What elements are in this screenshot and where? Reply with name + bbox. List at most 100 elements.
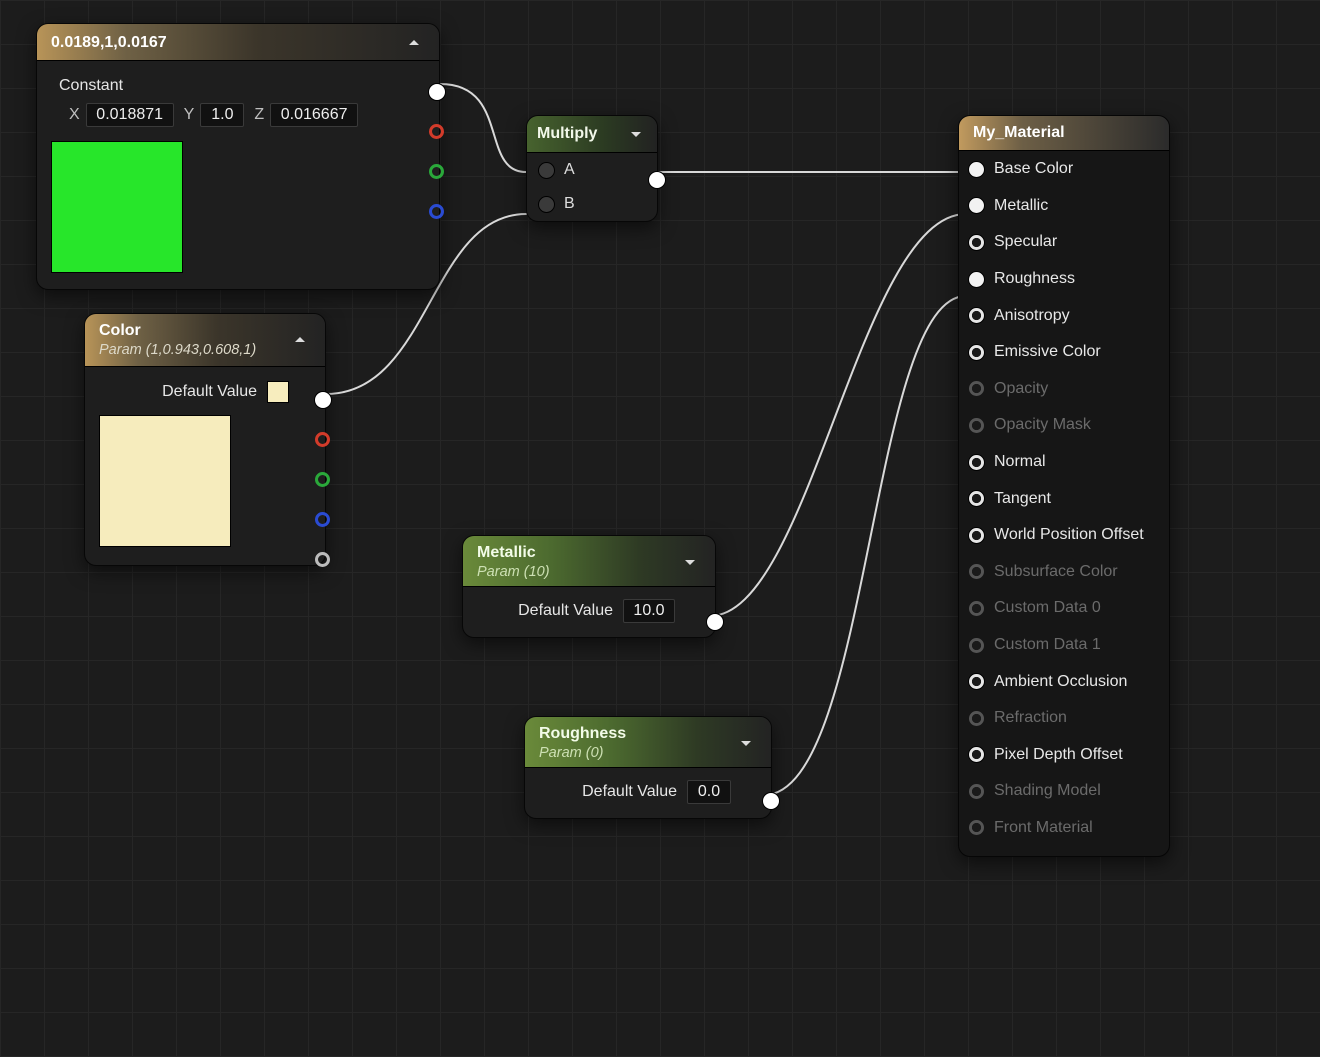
pin-icon[interactable] (969, 601, 984, 616)
constant-color-swatch[interactable] (51, 141, 183, 273)
material-pin-world-position-offset[interactable]: World Position Offset (959, 517, 1169, 554)
material-pin-normal[interactable]: Normal (959, 444, 1169, 481)
material-pin-anisotropy[interactable]: Anisotropy (959, 297, 1169, 334)
material-pin-metallic[interactable]: Metallic (959, 188, 1169, 225)
pin-label: Anisotropy (994, 307, 1070, 325)
material-pin-shading-model[interactable]: Shading Model (959, 773, 1169, 810)
material-pin-base-color[interactable]: Base Color (959, 151, 1169, 188)
material-pin-pixel-depth-offset[interactable]: Pixel Depth Offset (959, 737, 1169, 774)
y-input[interactable]: 1.0 (200, 103, 244, 127)
material-pin-tangent[interactable]: Tangent (959, 480, 1169, 517)
pin-icon[interactable] (969, 784, 984, 799)
material-pin-refraction[interactable]: Refraction (959, 700, 1169, 737)
metallic-subtitle: Param (10) (477, 564, 550, 580)
material-pin-opacity[interactable]: Opacity (959, 371, 1169, 408)
constant-section-label: Constant (59, 77, 425, 95)
metallic-value-input[interactable]: 10.0 (623, 599, 675, 623)
pin-label: Base Color (994, 160, 1073, 178)
roughness-title: Roughness (539, 725, 626, 743)
roughness-header[interactable]: Roughness Param (0) (525, 717, 771, 768)
material-pin-roughness[interactable]: Roughness (959, 261, 1169, 298)
material-pin-emissive-color[interactable]: Emissive Color (959, 334, 1169, 371)
color-param-node[interactable]: Color Param (1,0.943,0.608,1) Default Va… (84, 313, 326, 566)
multiply-node[interactable]: Multiply A B (526, 115, 658, 222)
color-out-a-pin[interactable] (315, 552, 330, 567)
multiply-header[interactable]: Multiply (527, 116, 657, 153)
pin-icon[interactable] (969, 418, 984, 433)
expand-icon[interactable] (679, 551, 701, 573)
color-out-rgba-pin[interactable] (315, 392, 331, 408)
roughness-value-input[interactable]: 0.0 (687, 780, 731, 804)
pin-icon[interactable] (969, 638, 984, 653)
pin-icon[interactable] (969, 820, 984, 835)
pin-label: Tangent (994, 490, 1051, 508)
roughness-out-pin[interactable] (763, 793, 779, 809)
pin-icon[interactable] (969, 345, 984, 360)
x-input[interactable]: 0.018871 (86, 103, 174, 127)
collapse-icon[interactable] (289, 329, 311, 351)
pin-label: Custom Data 0 (994, 599, 1101, 617)
metallic-param-node[interactable]: Metallic Param (10) Default Value 10.0 (462, 535, 716, 638)
constant-out-b-pin[interactable] (429, 204, 444, 219)
material-pin-specular[interactable]: Specular (959, 224, 1169, 261)
material-output-node[interactable]: My_Material Base ColorMetallicSpecularRo… (958, 115, 1170, 857)
pin-icon[interactable] (969, 491, 984, 506)
constant-out-rgb-pin[interactable] (429, 84, 445, 100)
pin-icon[interactable] (969, 272, 984, 287)
constant-node-header[interactable]: 0.0189,1,0.0167 (37, 24, 439, 61)
color-node-header[interactable]: Color Param (1,0.943,0.608,1) (85, 314, 325, 367)
pin-icon[interactable] (969, 162, 984, 177)
color-small-swatch[interactable] (267, 381, 289, 403)
pin-icon[interactable] (969, 308, 984, 323)
color-out-b-pin[interactable] (315, 512, 330, 527)
collapse-icon[interactable] (403, 32, 425, 54)
material-pin-custom-data-0[interactable]: Custom Data 0 (959, 590, 1169, 627)
constant-out-r-pin[interactable] (429, 124, 444, 139)
constant-vector-node[interactable]: 0.0189,1,0.0167 Constant X 0.018871 Y 1.… (36, 23, 440, 290)
pin-label: Front Material (994, 819, 1093, 837)
color-node-subtitle: Param (1,0.943,0.608,1) (99, 342, 256, 358)
pin-label: Opacity Mask (994, 416, 1091, 434)
material-pin-subsurface-color[interactable]: Subsurface Color (959, 554, 1169, 591)
color-node-title: Color (99, 322, 256, 340)
color-out-r-pin[interactable] (315, 432, 330, 447)
material-pin-custom-data-1[interactable]: Custom Data 1 (959, 627, 1169, 664)
pin-label: Refraction (994, 709, 1067, 727)
pin-icon[interactable] (969, 674, 984, 689)
pin-icon[interactable] (969, 747, 984, 762)
pin-label: Metallic (994, 197, 1048, 215)
material-pin-front-material[interactable]: Front Material (959, 810, 1169, 847)
roughness-subtitle: Param (0) (539, 745, 626, 761)
pin-icon[interactable] (969, 235, 984, 250)
pin-icon[interactable] (969, 564, 984, 579)
multiply-input-a[interactable]: A (527, 153, 657, 187)
multiply-b-pin[interactable] (539, 197, 554, 212)
roughness-param-node[interactable]: Roughness Param (0) Default Value 0.0 (524, 716, 772, 819)
color-out-g-pin[interactable] (315, 472, 330, 487)
expand-icon[interactable] (625, 123, 647, 145)
multiply-out-pin[interactable] (649, 172, 665, 188)
multiply-a-label: A (564, 161, 575, 179)
pin-icon[interactable] (969, 711, 984, 726)
pin-label: Subsurface Color (994, 563, 1118, 581)
expand-icon[interactable] (735, 732, 757, 754)
pin-icon[interactable] (969, 455, 984, 470)
material-pin-ambient-occlusion[interactable]: Ambient Occlusion (959, 663, 1169, 700)
material-pin-opacity-mask[interactable]: Opacity Mask (959, 407, 1169, 444)
metallic-header[interactable]: Metallic Param (10) (463, 536, 715, 587)
pin-icon[interactable] (969, 198, 984, 213)
pin-label: Opacity (994, 380, 1048, 398)
pin-icon[interactable] (969, 381, 984, 396)
y-label: Y (184, 106, 195, 124)
metallic-out-pin[interactable] (707, 614, 723, 630)
pin-label: Roughness (994, 270, 1075, 288)
pin-icon[interactable] (969, 528, 984, 543)
z-input[interactable]: 0.016667 (270, 103, 358, 127)
metallic-title: Metallic (477, 544, 550, 562)
multiply-b-label: B (564, 195, 575, 213)
color-big-swatch[interactable] (99, 415, 231, 547)
multiply-a-pin[interactable] (539, 163, 554, 178)
pin-label: Pixel Depth Offset (994, 746, 1123, 764)
constant-out-g-pin[interactable] (429, 164, 444, 179)
multiply-input-b[interactable]: B (527, 187, 657, 221)
